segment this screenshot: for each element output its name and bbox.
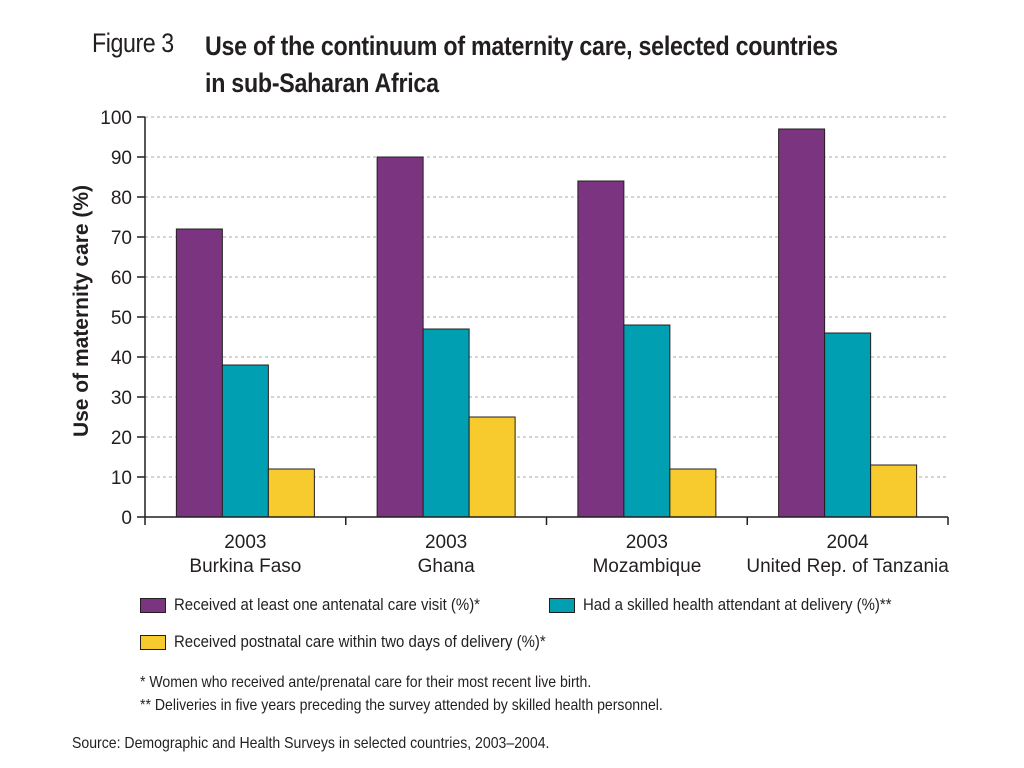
- legend-swatch-skilled-attendant: [549, 597, 575, 613]
- legend-label-skilled-attendant: Had a skilled health attendant at delive…: [583, 595, 892, 614]
- bar-series-3-2: [468, 416, 516, 518]
- legend-item-postnatal: Received postnatal care within two days …: [140, 631, 596, 653]
- legend-swatch-antenatal: [140, 597, 166, 613]
- y-tick-label: 10: [111, 468, 132, 489]
- chart-title-line-2: in sub-Saharan Africa: [205, 68, 439, 98]
- bar-series-1-1: [175, 228, 223, 518]
- bar-series-2-2: [422, 328, 470, 518]
- chart-title-line-1: Use of the continuum of maternity care, …: [205, 31, 838, 61]
- source-note: Source: Demographic and Health Surveys i…: [72, 735, 550, 752]
- y-tick-label: 90: [111, 148, 132, 169]
- y-tick-label: 100: [100, 108, 132, 129]
- bar-series-3-4: [870, 464, 918, 518]
- y-tick-label: 0: [121, 508, 132, 529]
- y-tick-label: 70: [111, 228, 132, 249]
- bar-chart: 0 10 20 30 40 50 60 70 80 90 100 2003 Burkina Faso 20…: [70, 108, 949, 577]
- x-tick-label-year: 2003: [224, 532, 266, 553]
- x-tick-label-country: Ghana: [418, 556, 475, 577]
- legend-item-skilled-attendant: Had a skilled health attendant at delive…: [549, 594, 934, 616]
- y-tick-label: 60: [111, 268, 132, 289]
- y-tick-label: 30: [111, 388, 132, 409]
- x-tick-label-country: Mozambique: [592, 556, 701, 577]
- footnote-skilled-attendant: ** Deliveries in five years preceding th…: [140, 697, 663, 714]
- bar-series-1-4: [778, 128, 826, 518]
- bars: [175, 128, 918, 518]
- bar-series-2-4: [824, 332, 872, 518]
- legend-label-antenatal: Received at least one antenatal care vis…: [174, 595, 481, 614]
- x-tick-label-country: Burkina Faso: [189, 556, 301, 577]
- x-tick-label-year: 2004: [826, 532, 869, 553]
- bar-series-3-3: [669, 468, 717, 518]
- x-tick-label-year: 2003: [425, 532, 467, 553]
- bar-series-2-3: [623, 324, 671, 518]
- axes: 0 10 20 30 40 50 60 70 80 90 100 2003 Burkina Faso 20…: [100, 108, 949, 577]
- bar-series-3-1: [267, 468, 315, 518]
- bar-series-2-1: [221, 364, 269, 518]
- bar-series-1-3: [577, 180, 625, 518]
- y-tick-label: 20: [111, 428, 132, 449]
- y-tick-label: 40: [111, 348, 132, 369]
- y-tick-label: 80: [111, 188, 132, 209]
- chart-title: Use of the continuum of maternity care, …: [205, 28, 945, 102]
- y-tick-label: 50: [111, 308, 132, 329]
- x-tick-label-country: United Rep. of Tanzania: [746, 556, 949, 577]
- legend-swatch-postnatal: [140, 634, 166, 650]
- bar-series-1-2: [376, 156, 424, 518]
- y-axis-label: Use of maternity care (%): [70, 185, 93, 437]
- legend-item-antenatal: Received at least one antenatal care vis…: [140, 594, 522, 616]
- footnote-antenatal: * Women who received ante/prenatal care …: [140, 674, 592, 691]
- legend-label-postnatal: Received postnatal care within two days …: [174, 632, 546, 651]
- x-tick-label-year: 2003: [626, 532, 668, 553]
- figure-label: Figure 3: [92, 28, 174, 58]
